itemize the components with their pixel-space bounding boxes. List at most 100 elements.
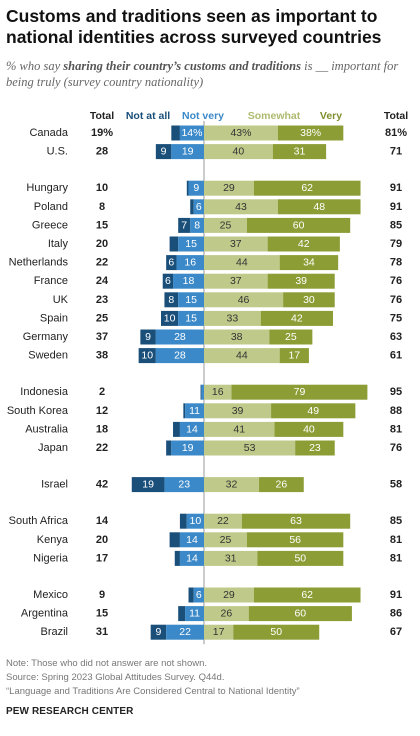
- country-label: Nigeria: [33, 552, 69, 564]
- label-not-very: 11: [189, 608, 200, 620]
- header-not-at-all: Not at all: [126, 110, 170, 122]
- label-not-very: 15: [185, 238, 197, 250]
- bar-not-at-all: [169, 236, 179, 252]
- label-very: 34: [303, 257, 315, 269]
- total-not-important: 14: [96, 515, 109, 527]
- label-very: 50: [270, 626, 282, 638]
- total-important: 58: [390, 479, 402, 491]
- total-not-important: 23: [96, 294, 108, 306]
- diverging-bar-chart: Total Not at all Not very Somewhat Very Total…: [7, 110, 408, 645]
- bar-not-very: [179, 532, 204, 548]
- label-not-very: 22: [179, 626, 191, 638]
- bar-not-very: [179, 421, 204, 437]
- bar-not-at-all: [140, 329, 156, 345]
- bar-not-at-all: [190, 199, 194, 215]
- label-somewhat: 29: [223, 182, 235, 194]
- country-label: U.S.: [47, 146, 68, 158]
- bar-not-very: [185, 606, 204, 622]
- label-not-very: 18: [183, 275, 195, 287]
- bar-very: [247, 217, 351, 233]
- bar-somewhat: [204, 348, 280, 364]
- total-important: 85: [390, 219, 402, 231]
- bar-very: [231, 384, 368, 400]
- bar-not-at-all: [161, 310, 179, 326]
- bar-somewhat: [204, 532, 247, 548]
- total-important: 85: [390, 515, 402, 527]
- total-not-important: 22: [96, 442, 108, 454]
- label-somewhat: 43: [235, 201, 247, 213]
- bar-not-very: [178, 236, 204, 252]
- label-very: 30: [303, 294, 315, 306]
- label-not-at-all: 6: [165, 275, 171, 287]
- label-not-at-all: 7: [181, 219, 187, 231]
- total-important: 76: [390, 442, 402, 454]
- bar-not-very: [193, 587, 204, 603]
- bar-not-very: [185, 403, 204, 419]
- label-somewhat: 16: [212, 386, 224, 398]
- brand-logo-text: PEW RESEARCH CENTER: [6, 706, 134, 717]
- label-somewhat: 41: [233, 423, 245, 435]
- bar-very: [277, 125, 344, 141]
- subtitle-suffix: is __ important for being truly (survey …: [6, 59, 399, 89]
- bar-very: [271, 403, 356, 419]
- total-not-important: 31: [96, 626, 108, 638]
- label-somewhat: 37: [230, 275, 242, 287]
- bar-very: [259, 477, 304, 493]
- total-not-important: 12: [96, 405, 108, 417]
- bar-somewhat: [204, 440, 296, 456]
- bar-not-at-all: [183, 403, 186, 419]
- total-important: 78: [390, 257, 402, 269]
- total-important: 63: [390, 331, 402, 343]
- label-very: 56: [289, 534, 301, 546]
- label-not-at-all: 19: [142, 479, 154, 491]
- total-not-important: 8: [99, 201, 105, 213]
- bar-somewhat: [204, 255, 280, 271]
- total-not-important: 15: [96, 608, 108, 620]
- label-not-very: 28: [174, 350, 186, 362]
- label-not-very: 19: [182, 442, 194, 454]
- label-somewhat: 43%: [230, 127, 251, 139]
- country-label: Kenya: [37, 534, 69, 546]
- label-not-at-all: 10: [141, 350, 153, 362]
- label-not-very: 6: [196, 589, 202, 601]
- label-not-at-all: 9: [145, 331, 151, 343]
- chart-subtitle: % who say sharing their country’s custom…: [6, 58, 406, 90]
- bar-very: [267, 236, 340, 252]
- bar-very: [257, 550, 344, 566]
- bar-very: [272, 144, 327, 160]
- bar-not-very: [166, 624, 204, 640]
- bar-somewhat: [204, 587, 254, 603]
- bar-somewhat: [204, 513, 242, 529]
- total-important: 91: [390, 201, 402, 213]
- bar-not-very: [179, 550, 204, 566]
- label-not-very: 15: [185, 294, 197, 306]
- bar-very: [283, 292, 335, 308]
- bar-very: [247, 532, 344, 548]
- header-somewhat: Somewhat: [248, 110, 301, 122]
- total-important: 71: [390, 146, 402, 158]
- bar-not-very: [171, 144, 204, 160]
- label-not-at-all: 6: [168, 257, 174, 269]
- bar-not-very: [171, 440, 204, 456]
- label-not-at-all: 9: [155, 626, 161, 638]
- label-very: 62: [301, 589, 313, 601]
- country-label: Japan: [38, 442, 68, 454]
- label-not-very: 14%: [181, 127, 202, 139]
- header-total-left: Total: [90, 110, 114, 122]
- label-somewhat: 46: [238, 294, 250, 306]
- bar-very: [241, 513, 351, 529]
- label-not-very: 28: [174, 331, 186, 343]
- bar-not-very: [178, 292, 204, 308]
- total-not-important: 19%: [91, 127, 113, 139]
- total-not-important: 38: [96, 350, 108, 362]
- bar-somewhat: [204, 384, 232, 400]
- bar-very: [260, 310, 333, 326]
- bar-somewhat: [204, 310, 261, 326]
- label-somewhat: 31: [225, 552, 237, 564]
- bar-very: [233, 624, 320, 640]
- label-very: 63: [290, 515, 302, 527]
- label-very: 79: [294, 386, 306, 398]
- bar-somewhat: [204, 180, 254, 196]
- bar-not-very: [155, 348, 204, 364]
